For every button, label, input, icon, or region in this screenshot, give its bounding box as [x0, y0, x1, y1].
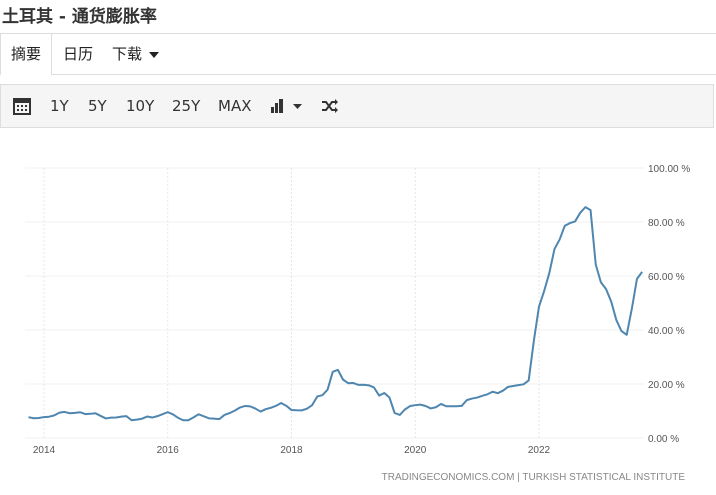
y-tick-label: 40.00 %	[648, 326, 685, 337]
toolbar: 1Y 5Y 10Y 25Y MAX	[0, 84, 714, 128]
page-title: 土耳其 - 通货膨胀率	[2, 7, 157, 27]
x-tick-label: 2016	[157, 445, 180, 456]
x-tick-label: 2018	[280, 445, 303, 456]
tab[interactable]: 下载	[112, 45, 143, 63]
range-button[interactable]: 25Y	[172, 97, 201, 115]
data-line	[28, 206, 643, 422]
tab-bar: 摘要 日历 下载	[0, 33, 716, 76]
range-button[interactable]: 1Y	[50, 97, 69, 115]
x-tick-label: 2022	[528, 445, 551, 456]
y-tick-label: 80.00 %	[648, 218, 685, 229]
tab[interactable]: 日历	[63, 45, 94, 63]
chart: 0.00 % 20.00 % 40.00 % 60.00 % 80.00 % 100.00…	[25, 164, 690, 483]
y-tick-label: 0.00 %	[648, 434, 679, 445]
range-button[interactable]: 10Y	[126, 97, 155, 115]
range-button[interactable]: 5Y	[88, 97, 107, 115]
x-tick-label: 2020	[404, 445, 427, 456]
y-tick-label: 60.00 %	[648, 272, 685, 283]
y-tick-label: 20.00 %	[648, 380, 685, 391]
calendar-icon[interactable]	[13, 97, 31, 115]
chart-type-icon[interactable]	[270, 98, 304, 114]
range-button[interactable]: MAX	[218, 97, 252, 115]
dropdown-caret	[149, 52, 159, 58]
shuffle-icon[interactable]	[321, 98, 339, 114]
y-tick-label: 100.00 %	[648, 164, 690, 175]
source-label: TRADINGECONOMICS.COM | TURKISH STATISTIC…	[382, 472, 686, 483]
tab[interactable]: 摘要	[0, 34, 52, 76]
x-tick-label: 2014	[33, 445, 56, 456]
